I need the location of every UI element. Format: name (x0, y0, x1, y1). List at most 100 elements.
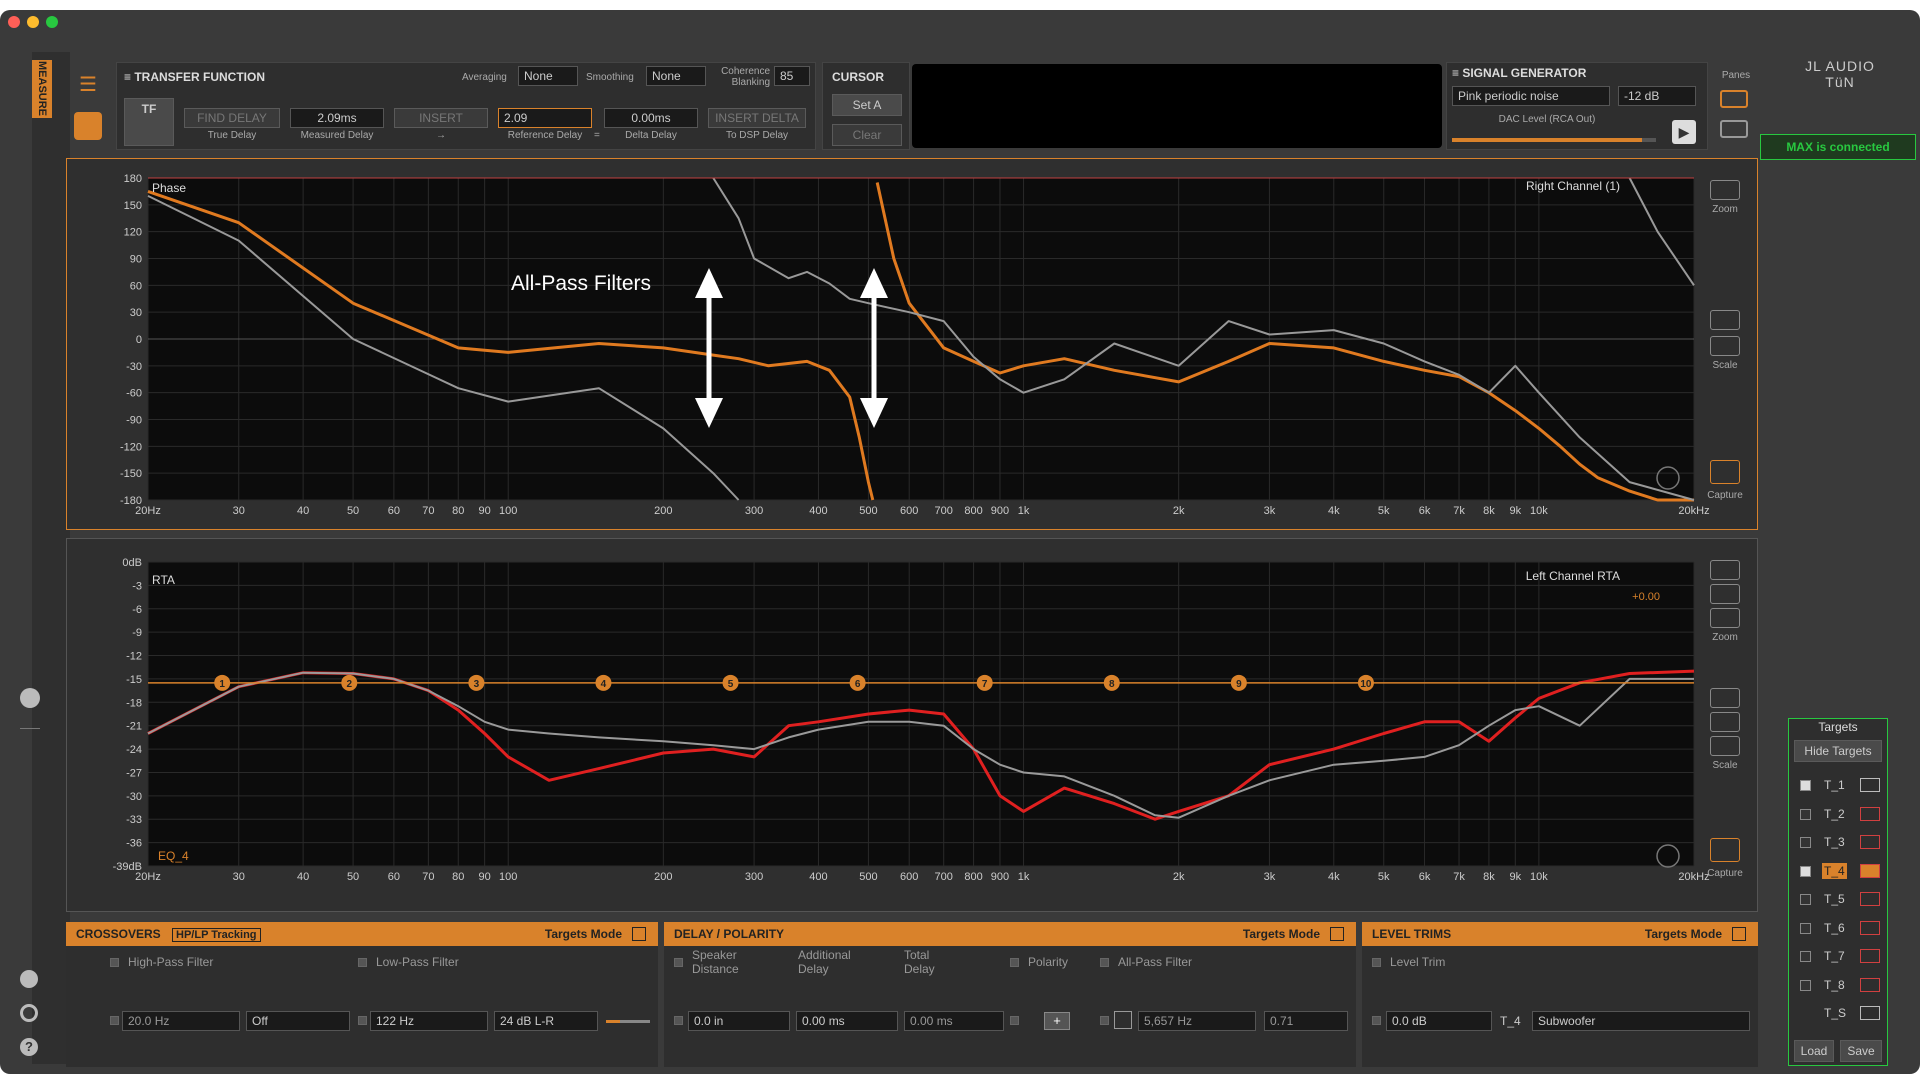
lpf-slope-select[interactable]: 24 dB L-R (494, 1011, 598, 1031)
rta-zoom-v-icon[interactable] (1710, 608, 1740, 628)
minimize-window-button[interactable] (27, 16, 39, 28)
phase-chart[interactable]: 20Hz 30 40 50 60 70 80 90 100 200 300 400 500 600 700 8… (66, 158, 1758, 530)
lpf-enable-checkbox[interactable] (358, 1016, 367, 1025)
target-checkbox[interactable] (1800, 979, 1811, 991)
apf-q-input[interactable]: 0.71 (1264, 1011, 1348, 1031)
hp-lp-tracking-toggle[interactable]: HP/LP Tracking (172, 928, 261, 942)
target-checkbox[interactable] (1800, 865, 1811, 877)
split-pane-icon[interactable] (1720, 90, 1748, 108)
eq-marker-7[interactable] (976, 674, 993, 691)
target-row[interactable]: T_2 (1800, 805, 1880, 825)
eq-marker-6[interactable] (849, 674, 866, 691)
phase-scale-up-icon[interactable] (1710, 310, 1740, 330)
rta-plot-title[interactable]: RTA (152, 573, 175, 587)
phase-scale-down-icon[interactable] (1710, 336, 1740, 356)
distance-checkbox[interactable] (674, 958, 683, 967)
target-curve-icon[interactable] (1860, 778, 1880, 792)
coherence-value[interactable]: 85 (774, 66, 810, 86)
set-a-button[interactable]: Set A (832, 94, 902, 116)
help-icon[interactable]: ? (20, 1038, 38, 1056)
target-checkbox[interactable] (1800, 922, 1811, 934)
lpf-frequency-input[interactable]: 122 Hz (370, 1011, 488, 1031)
eq-marker-10[interactable] (1357, 674, 1374, 691)
apf-checkbox[interactable] (1100, 958, 1109, 967)
target-checkbox[interactable] (1800, 780, 1811, 791)
target-label[interactable]: T_8 (1824, 977, 1845, 992)
target-row[interactable]: T_7 (1800, 947, 1880, 967)
target-row[interactable]: T_8 (1800, 976, 1880, 996)
level-trim-enable-checkbox[interactable] (1372, 1016, 1381, 1025)
target-row[interactable]: T_4 (1800, 862, 1880, 882)
level-trim-input[interactable]: 0.0 dB (1386, 1011, 1492, 1031)
target-row[interactable]: T_1 (1800, 776, 1880, 796)
find-delay-button[interactable]: FIND DELAY (184, 108, 280, 128)
target-curve-icon[interactable] (1860, 835, 1880, 849)
rta-scale-down-icon[interactable] (1710, 712, 1740, 732)
target-label[interactable]: T_6 (1824, 920, 1845, 935)
target-label[interactable]: T_7 (1824, 949, 1845, 963)
clear-button[interactable]: Clear (832, 124, 902, 146)
target-checkbox[interactable] (1800, 837, 1811, 848)
target-label[interactable]: T_S (1824, 1006, 1847, 1020)
target-label[interactable]: T_5 (1824, 892, 1845, 906)
phase-zoom-icon[interactable] (1710, 180, 1740, 200)
apf-frequency-input[interactable]: 5,657 Hz (1138, 1011, 1256, 1031)
reference-delay-input[interactable]: 2.09 (498, 108, 592, 128)
hpf-slope-select[interactable]: Off (246, 1011, 350, 1031)
phase-camera-icon[interactable] (1710, 460, 1740, 484)
target-curve-icon[interactable] (1860, 892, 1880, 906)
target-curve-icon[interactable] (1860, 949, 1880, 963)
popout-icon[interactable] (1330, 927, 1344, 941)
popout-icon[interactable] (632, 927, 646, 941)
insert-button[interactable]: INSERT (394, 108, 488, 128)
distance-input[interactable]: 0.0 in (688, 1011, 790, 1031)
copyright-icon[interactable] (20, 1004, 38, 1022)
target-label[interactable]: T_1 (1824, 778, 1845, 792)
rta-zoom-h-icon[interactable] (1710, 560, 1740, 580)
tf-button[interactable]: TF (124, 98, 174, 146)
apf-enable-checkbox[interactable] (1100, 1016, 1109, 1025)
eq-marker-5[interactable] (722, 674, 739, 691)
crossovers-targets-mode[interactable]: Targets Mode (544, 927, 622, 941)
play-button[interactable]: ▶ (1672, 120, 1696, 144)
lpf-checkbox[interactable] (358, 958, 367, 967)
delay-targets-mode[interactable]: Targets Mode (1242, 927, 1320, 941)
sliders-icon[interactable]: ☰ (79, 74, 97, 96)
target-row[interactable]: T_5 (1800, 890, 1880, 910)
apf-type-icon[interactable] (1114, 1011, 1132, 1029)
signal-level-select[interactable]: -12 dB (1618, 86, 1696, 106)
polarity-plus-icon[interactable]: + (1044, 1012, 1070, 1030)
rta-scale-reset-icon[interactable] (1710, 736, 1740, 756)
eq-marker-2[interactable] (341, 674, 358, 691)
target-row[interactable]: T_S (1800, 1004, 1880, 1024)
smoothing-select[interactable]: None (646, 66, 706, 86)
gear-icon[interactable] (20, 970, 38, 988)
phase-plot-title[interactable]: Phase (152, 181, 186, 195)
target-row[interactable]: T_6 (1800, 919, 1880, 939)
eq-marker-8[interactable] (1103, 674, 1120, 691)
rta-channel-select[interactable]: Left Channel RTA (1526, 569, 1620, 583)
load-button[interactable]: Load (1794, 1040, 1834, 1062)
rta-zoom-all-icon[interactable] (1710, 584, 1740, 604)
hpf-checkbox[interactable] (110, 958, 119, 967)
target-curve-icon[interactable] (1860, 977, 1880, 992)
phase-channel-select[interactable]: Right Channel (1) (1526, 179, 1620, 193)
eq-marker-3[interactable] (468, 674, 485, 691)
single-pane-icon[interactable] (1720, 120, 1748, 138)
measure-app-icon[interactable] (74, 112, 102, 140)
rta-chart[interactable]: 20Hz 30 40 50 60 70 80 90 100 200 300 400 500 600 700 8… (66, 538, 1758, 912)
rta-scale-up-icon[interactable] (1710, 688, 1740, 708)
measure-tab[interactable]: MEASURE (32, 60, 52, 118)
level-trim-checkbox[interactable] (1372, 958, 1381, 967)
close-window-button[interactable] (8, 16, 20, 28)
popout-icon[interactable] (1732, 927, 1746, 941)
dac-level-slider[interactable] (1452, 138, 1656, 142)
target-curve-icon[interactable] (1860, 920, 1880, 935)
averaging-select[interactable]: None (518, 66, 578, 86)
zoom-window-button[interactable] (46, 16, 58, 28)
rta-camera-icon[interactable] (1710, 838, 1740, 862)
eq-marker-9[interactable] (1230, 674, 1247, 691)
additional-delay-input[interactable]: 0.00 ms (796, 1011, 898, 1031)
target-row[interactable]: T_3 (1800, 833, 1880, 853)
target-label[interactable]: T_3 (1824, 835, 1845, 849)
